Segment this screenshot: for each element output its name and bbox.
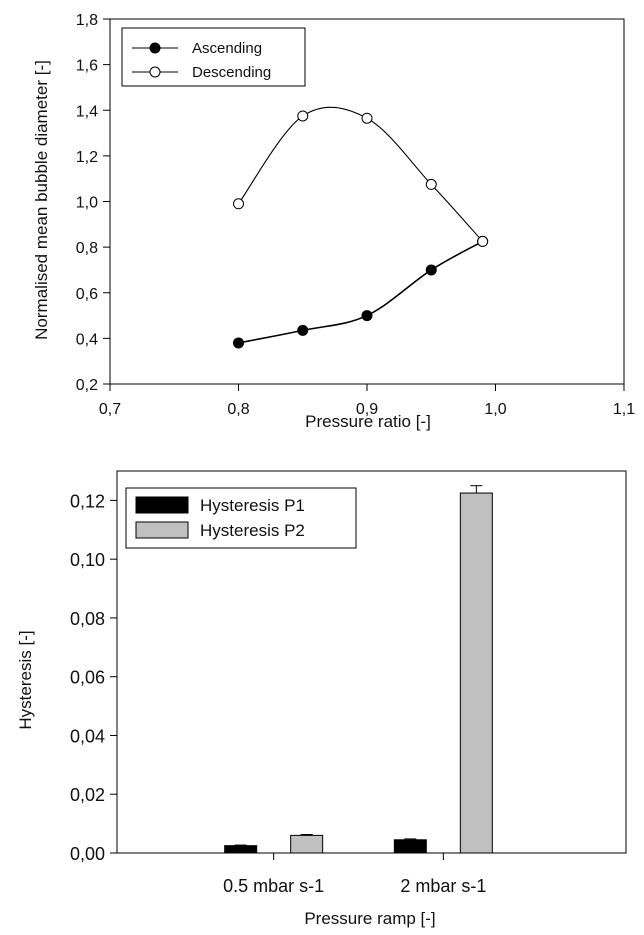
x-tick-label: 1,0 bbox=[484, 401, 506, 418]
legend: Hysteresis P1 Hysteresis P2 bbox=[125, 487, 357, 549]
data-point-ascending bbox=[361, 310, 373, 322]
data-point-ascending bbox=[297, 324, 309, 336]
y-tick-label: 1,0 bbox=[76, 195, 98, 212]
legend-marker-ascending bbox=[149, 42, 161, 54]
y-tick-label: 1,2 bbox=[76, 149, 98, 166]
plot-area: 0,2 0,4 0,6 0,8 1,0 1,2 1,4 1,6 1,8 0,7 0,8 0,9 1,0 1… bbox=[76, 12, 635, 418]
series-line-descending bbox=[238, 106, 484, 242]
x-tick-label: 0,9 bbox=[356, 401, 378, 418]
x-tick-label: 0,8 bbox=[227, 401, 249, 418]
y-tick-label: 0,08 bbox=[70, 609, 105, 629]
legend-label-ascending: Ascending bbox=[192, 40, 262, 57]
y-axis-title: Normalised mean bubble diameter [-] bbox=[32, 60, 51, 340]
y-tick-label: 0,02 bbox=[70, 785, 105, 805]
bar-hysteresis-p2 bbox=[290, 834, 324, 854]
legend-swatch-p2 bbox=[135, 521, 189, 539]
data-point-ascending bbox=[425, 264, 437, 276]
x-axis-title: Pressure ramp [-] bbox=[304, 909, 435, 928]
y-tick-label: 1,8 bbox=[76, 12, 98, 29]
x-tick-label: 0,7 bbox=[99, 401, 121, 418]
legend: Ascending Descending bbox=[121, 27, 306, 87]
y-tick-label: 0,2 bbox=[76, 377, 98, 394]
line-chart-bubble-diameter: 0,2 0,4 0,6 0,8 1,0 1,2 1,4 1,6 1,8 0,7 0,8 0,9 1,0 1… bbox=[32, 12, 635, 431]
y-tick-label: 0,8 bbox=[76, 240, 98, 257]
y-tick-label: 0,04 bbox=[70, 726, 105, 746]
data-point-descending bbox=[425, 178, 437, 190]
data-point-descending bbox=[477, 235, 489, 247]
series-line-ascending bbox=[238, 240, 484, 344]
x-axis-title: Pressure ratio [-] bbox=[305, 412, 431, 431]
data-point-ascending bbox=[233, 337, 244, 349]
legend-label-p1: Hysteresis P1 bbox=[200, 496, 305, 515]
legend-marker-descending bbox=[149, 66, 161, 78]
x-tick-label: 0.5 mbar s-1 bbox=[223, 876, 324, 896]
y-tick-label: 1,6 bbox=[76, 58, 98, 75]
y-tick-label: 0,4 bbox=[76, 331, 98, 348]
y-tick-label: 0,6 bbox=[76, 286, 98, 303]
data-point-descending bbox=[297, 110, 309, 122]
plot-frame bbox=[116, 470, 627, 854]
bar-hysteresis-p1 bbox=[393, 839, 427, 854]
legend-swatch-p1 bbox=[135, 496, 189, 514]
y-tick-label: 0,00 bbox=[70, 844, 105, 864]
y-tick-label: 0,06 bbox=[70, 668, 105, 688]
y-tick-label: 0,10 bbox=[70, 550, 105, 570]
x-tick-label: 2 mbar s-1 bbox=[400, 876, 486, 896]
x-tick-label: 1,1 bbox=[613, 401, 635, 418]
legend-label-descending: Descending bbox=[192, 64, 271, 81]
bar-hysteresis-p2 bbox=[459, 492, 493, 854]
y-tick-label: 0,12 bbox=[70, 491, 105, 511]
y-axis-title: Hysteresis [-] bbox=[16, 630, 35, 729]
plot-area: 0,00 0,02 0,04 0,06 0,08 0,10 0,12 0.5 mbar s-1… bbox=[70, 470, 627, 896]
legend-label-p2: Hysteresis P2 bbox=[200, 521, 305, 540]
bar-hysteresis-p1 bbox=[224, 845, 258, 854]
data-point-descending bbox=[361, 112, 373, 124]
data-point-descending bbox=[233, 198, 244, 210]
y-tick-label: 1,4 bbox=[76, 103, 98, 120]
bar-chart-hysteresis: 0,00 0,02 0,04 0,06 0,08 0,10 0,12 0.5 mbar s-1… bbox=[16, 470, 627, 928]
